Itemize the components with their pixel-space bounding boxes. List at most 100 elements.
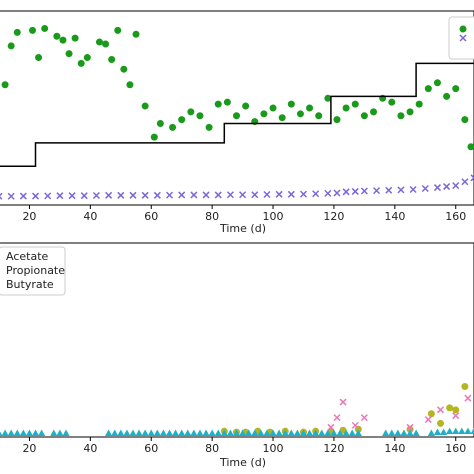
bottom-x-tick-label: 100 [263,442,284,455]
top-series-2-point [56,192,64,200]
top-series-0-point [397,112,405,120]
bottom-plot-frame [0,242,474,438]
bottom-series-2-point [336,429,344,436]
bottom-series-2-point [208,429,216,436]
bottom-chart-panel: 20 40 60 80 100 120 140 160 Time (d) Acetate Pr… [0,242,474,469]
top-series-0-point [83,54,91,62]
bottom-series-2-point [172,429,180,436]
top-series-0-point [324,94,332,102]
top-legend [448,16,474,60]
top-series-2-point [68,192,76,200]
bottom-series-2-point [31,429,40,436]
bottom-series-2-point [287,429,295,436]
top-series-0-point [141,102,149,110]
bottom-legend: Acetate Propionate Butyrate [0,246,66,296]
bottom-series-2-point [354,429,362,436]
bottom-series-2-point [141,429,149,436]
top-series-2-point [0,192,3,200]
top-series-2-point [141,191,149,199]
bottom-series-2-point [117,429,125,436]
bottom-series-2-point [178,429,186,436]
top-series-0-point [13,28,21,36]
bottom-series-2-point [452,427,460,435]
bottom-series-2-point [123,429,131,436]
bottom-x-axis-label: Time (d) [219,456,266,469]
top-series-2-point [360,187,368,195]
top-series-0-point [132,30,140,38]
top-series-0-point [169,123,177,131]
bottom-series-2-point [245,429,253,436]
top-series-2-point [333,189,341,197]
top-series-0-point [35,54,43,62]
top-series-2-point [373,187,381,195]
bottom-series-2-point [214,429,222,436]
bottom-series-2-point [275,429,283,436]
top-series-2-point [275,190,283,198]
bottom-series-2-point [220,429,228,436]
bottom-series-2-point [232,429,241,436]
top-series-0-point [120,65,128,73]
top-x-tick-label: 120 [323,210,344,223]
top-series-2-point [32,192,40,200]
top-series-2-point [351,187,359,195]
top-series-2-point [214,191,222,199]
top-series-2-point [452,182,460,190]
top-series-0-point [269,104,277,112]
top-series-0-point [1,81,9,89]
top-x-tick-label: 100 [263,210,284,223]
bottom-series-2-point [458,427,466,435]
bottom-series-2-point [412,429,420,436]
bottom-series-2-point [111,429,119,436]
top-series-0-point [205,123,213,131]
top-series-2-point [443,183,451,191]
top-series-2-point [19,192,27,200]
top-legend-green-marker [459,25,467,33]
top-series-2-point [433,184,441,192]
top-series-2-point [251,191,259,199]
top-series-0-point [102,40,110,48]
top-series-2-point [226,191,234,199]
top-series-2-point [324,189,332,197]
top-series-0-point [287,100,295,108]
top-series-1-step-line [0,62,474,167]
top-series-2-point [202,191,210,199]
top-series-2-point [239,191,247,199]
top-x-axis-ticks: 20 40 60 80 100 120 140 160 [22,205,466,223]
top-series-0-point [59,36,67,44]
bottom-series-2-point [129,429,137,436]
bottom-series-2-point [38,429,46,436]
top-series-0-point [196,112,204,120]
top-series-2-point [92,191,100,200]
bottom-series-2-point [446,427,454,435]
bottom-series-0-point [406,425,414,433]
top-series-0-point [114,26,122,34]
top-series-2-point [299,190,308,198]
top-series-0-point [461,116,469,124]
bottom-series-2-point [433,428,442,436]
top-x-tick-label: 40 [83,210,97,223]
bottom-series-2-point [153,429,161,436]
bottom-series-1-point [436,406,445,414]
bottom-series-2-point [400,429,408,436]
legend-acetate-label: Acetate [6,250,49,263]
bottom-series-1-point [333,414,341,422]
top-series-0-point [452,85,460,93]
bottom-series-0-point [452,406,460,414]
top-series-0-point [433,79,441,87]
bottom-series-2-point [202,429,210,436]
top-series-0-point [351,100,359,108]
bottom-series-2-point [190,429,198,436]
bottom-series-0-point [461,383,469,391]
bottom-series-2-point [7,429,15,436]
top-series-2-point [44,192,52,200]
top-series-0-point [187,108,195,116]
top-series-0-point [95,38,103,46]
top-series-0-point [406,108,414,116]
top-x-tick-label: 60 [144,210,158,223]
bottom-x-tick-label: 40 [83,442,97,455]
bottom-legend-frame [0,246,66,296]
top-plot-frame [0,10,474,206]
bottom-series-1-point [351,421,359,429]
bottom-series-1-point [464,394,472,402]
top-series-0-point [178,116,186,124]
